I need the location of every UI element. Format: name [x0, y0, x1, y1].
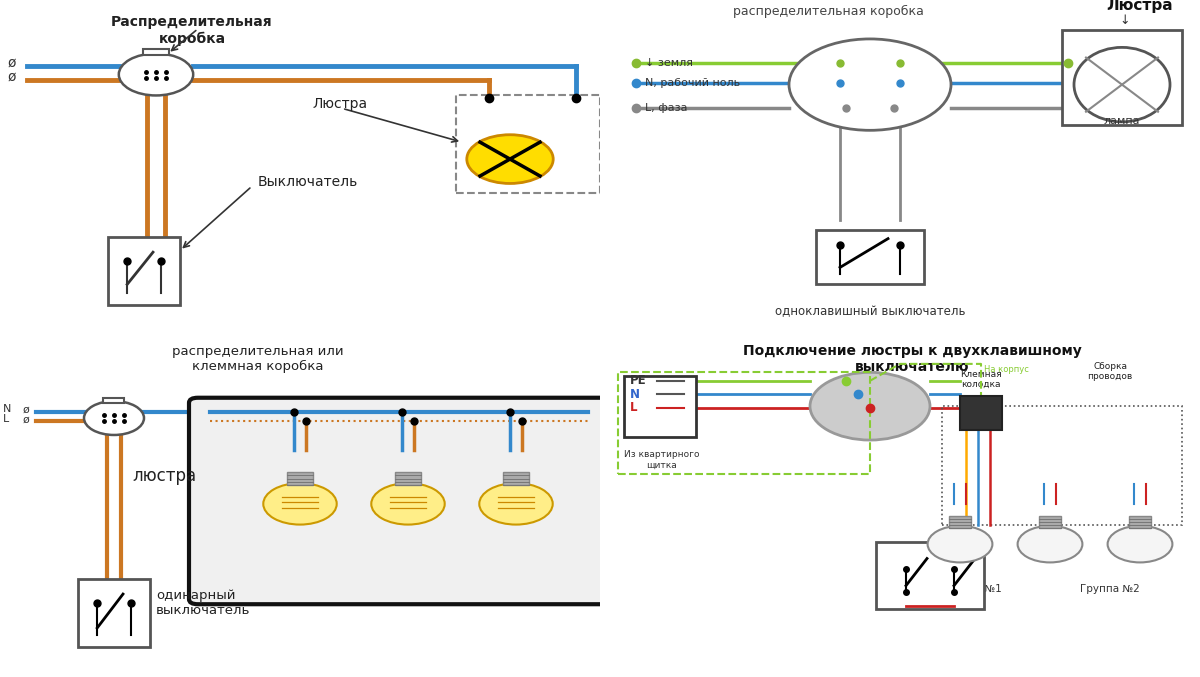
Circle shape: [479, 483, 553, 525]
Text: N: N: [2, 404, 11, 414]
Text: Клемная
колодка: Клемная колодка: [960, 370, 1002, 389]
FancyBboxPatch shape: [190, 397, 610, 604]
Circle shape: [84, 401, 144, 435]
Text: распределительная или
клеммная коробка: распределительная или клеммная коробка: [172, 345, 344, 373]
Text: L, фаза: L, фаза: [646, 104, 688, 113]
Text: Группа №2: Группа №2: [1080, 584, 1140, 594]
Circle shape: [1108, 526, 1172, 563]
Text: Сборка
проводов: Сборка проводов: [1087, 362, 1133, 381]
Bar: [103, 397, 125, 403]
Text: На корпус: На корпус: [984, 366, 1028, 374]
Bar: [1129, 516, 1151, 527]
Text: N: N: [630, 388, 640, 401]
Text: Люстра: Люстра: [312, 97, 367, 111]
Circle shape: [371, 483, 445, 525]
Text: PE: PE: [630, 374, 647, 387]
Bar: [143, 49, 169, 56]
Bar: [395, 472, 421, 485]
Text: ø: ø: [23, 404, 30, 414]
Bar: [287, 472, 313, 485]
Text: Выключатель: Выключатель: [258, 175, 359, 189]
Text: лампа: лампа: [1104, 116, 1140, 125]
Text: люстра: люстра: [132, 466, 196, 485]
Text: ø: ø: [7, 70, 16, 83]
Circle shape: [810, 372, 930, 440]
Bar: [942, 406, 1182, 525]
Text: распределительная коробка: распределительная коробка: [732, 5, 924, 18]
Bar: [876, 542, 984, 609]
Bar: [624, 376, 696, 437]
Text: ↓: ↓: [1120, 14, 1130, 26]
Text: ø: ø: [7, 56, 16, 70]
Circle shape: [790, 39, 952, 130]
Bar: [816, 230, 924, 284]
Circle shape: [928, 526, 992, 563]
Text: Люстра: Люстра: [1106, 0, 1174, 13]
Bar: [1062, 30, 1182, 125]
Text: Подключение люстры к двухклавишному
выключателю: Подключение люстры к двухклавишному выкл…: [743, 343, 1081, 374]
Text: N, рабочий ноль: N, рабочий ноль: [646, 78, 740, 88]
Bar: [949, 516, 971, 527]
Bar: [78, 579, 150, 647]
Bar: [960, 396, 1002, 430]
Circle shape: [1018, 526, 1082, 563]
Bar: [456, 95, 600, 193]
Circle shape: [467, 135, 553, 183]
Bar: [1039, 516, 1061, 527]
Circle shape: [263, 483, 337, 525]
Text: одинарный
выключатель: одинарный выключатель: [156, 588, 251, 617]
Bar: [618, 372, 870, 474]
Bar: [108, 237, 180, 305]
Text: ↓ земля: ↓ земля: [646, 58, 694, 68]
Text: Из квартирного
щитка: Из квартирного щитка: [624, 450, 700, 470]
Ellipse shape: [1074, 47, 1170, 122]
Bar: [503, 472, 529, 485]
Circle shape: [119, 53, 193, 95]
Text: ø: ø: [23, 414, 30, 424]
Text: Распределительная
коробка: Распределительная коробка: [112, 15, 272, 46]
Text: Группа №1: Группа №1: [942, 584, 1002, 594]
Text: одноклавишный выключатель: одноклавишный выключатель: [775, 305, 965, 318]
Text: L: L: [2, 414, 10, 424]
Text: L: L: [630, 401, 637, 414]
